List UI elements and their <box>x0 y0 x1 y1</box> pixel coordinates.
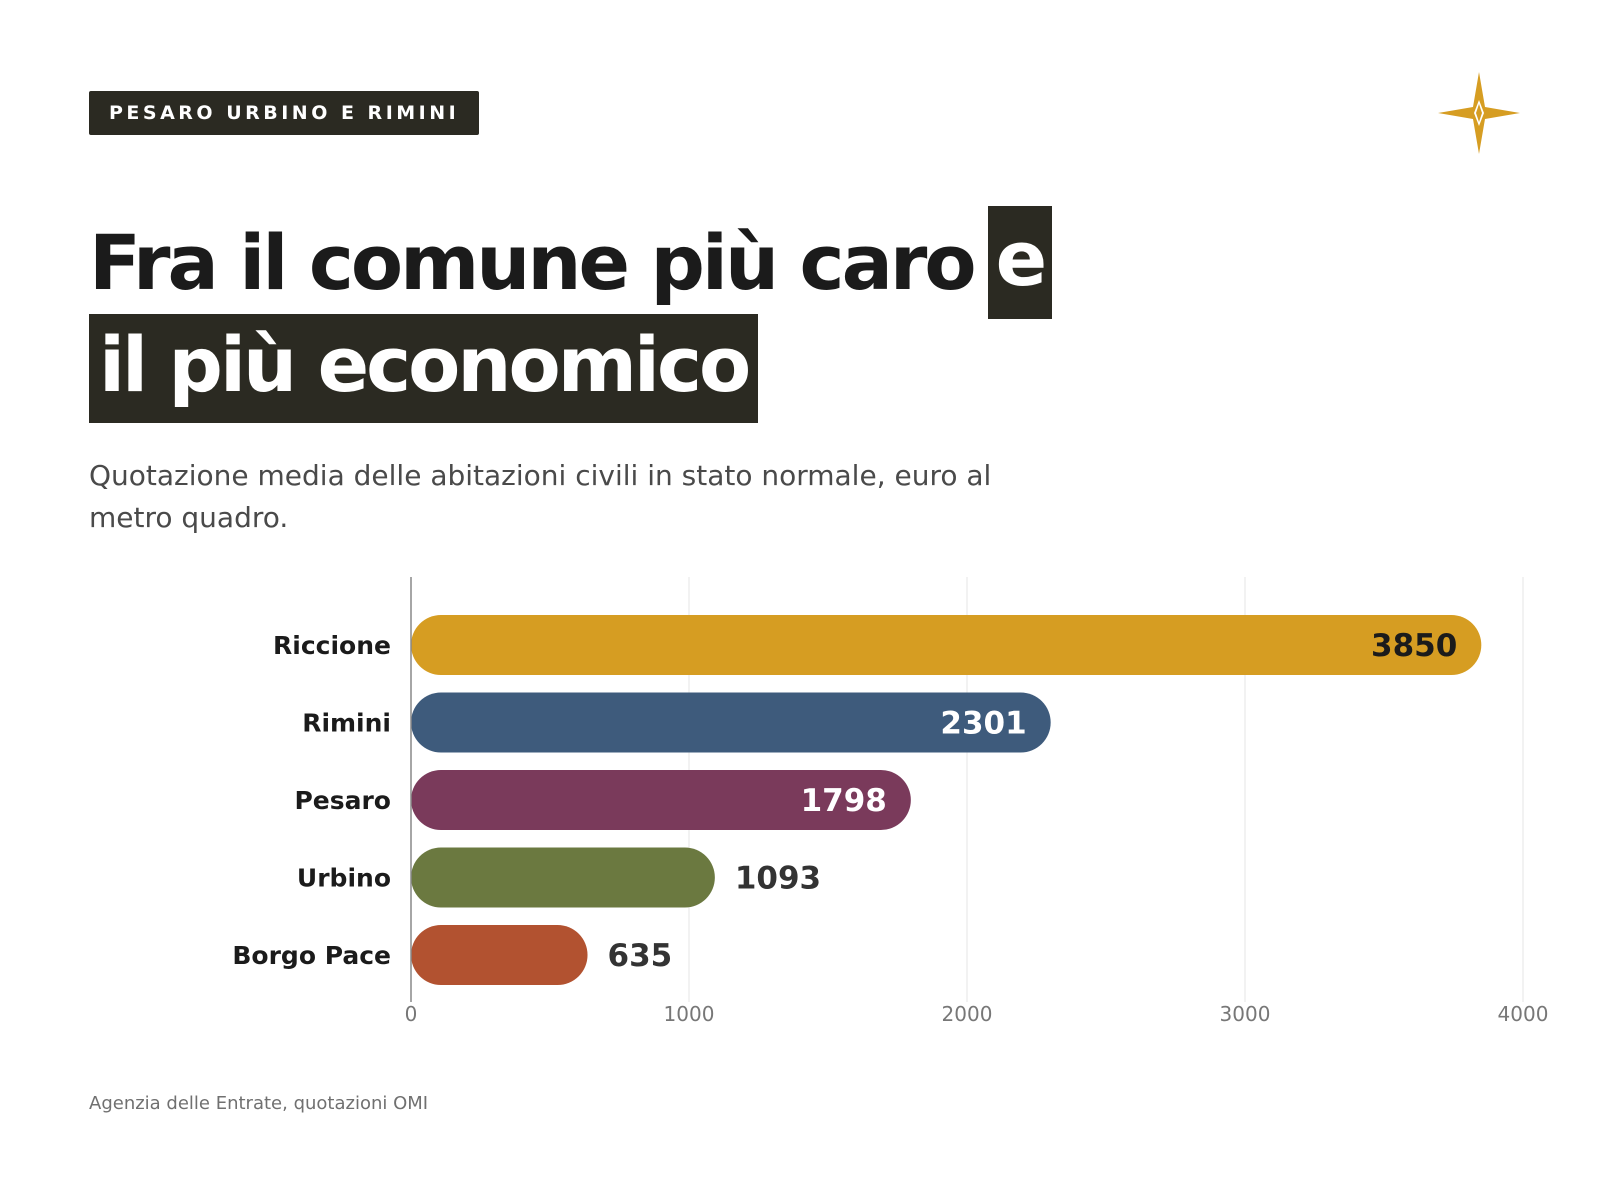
kicker-badge: PESARO URBINO E RIMINI <box>89 91 480 135</box>
compass-star-icon <box>1438 72 1520 154</box>
bar-rimini <box>411 692 1051 753</box>
chart-subtitle: Quotazione media delle abitazioni civili… <box>89 459 992 534</box>
category-label: Pesaro <box>294 786 391 815</box>
data-label: 635 <box>608 938 673 974</box>
data-label: 2301 <box>940 706 1026 742</box>
category-label: Riccione <box>273 631 391 660</box>
category-label: Rimini <box>302 709 391 738</box>
x-tick-label: 1000 <box>664 1002 715 1026</box>
data-label: 1798 <box>801 783 887 819</box>
bar-pesaro <box>411 770 911 830</box>
data-label: 1093 <box>735 861 821 897</box>
x-tick-label: 4000 <box>1498 1002 1549 1026</box>
x-tick-label: 3000 <box>1220 1002 1271 1026</box>
source-note: Agenzia delle Entrate, quotazioni OMI <box>89 1093 429 1114</box>
page-title: Fra il comune più caro e il più economic… <box>89 202 1289 423</box>
category-label: Urbino <box>297 864 391 893</box>
bar-chart: 0 1000 2000 3000 4000 Riccione 3850 Rimini 2301 P… <box>232 577 1549 1026</box>
x-tick-label: 0 <box>405 1002 418 1026</box>
title-line1: Fra il comune più caro <box>89 217 977 307</box>
title-highlight-line2: il più economico <box>89 314 759 423</box>
bar-riccione <box>411 615 1482 675</box>
bar-borgo-pace <box>411 925 588 985</box>
title-highlight-e: e <box>987 205 1053 319</box>
data-label: 3850 <box>1371 628 1457 664</box>
category-label: Borgo Pace <box>232 941 391 970</box>
x-tick-label: 2000 <box>942 1002 993 1026</box>
bar-urbino <box>411 847 715 908</box>
